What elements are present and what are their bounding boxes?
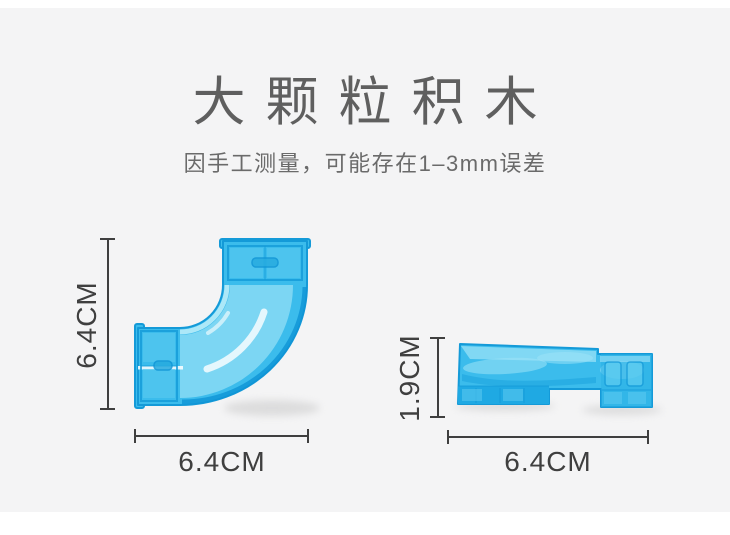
line (436, 337, 439, 418)
page-subtitle: 因手工测量，可能存在1–3mm误差 (183, 151, 547, 176)
flat-width-dimension-line (447, 430, 649, 444)
elbow-height-label: 6.4CM (71, 281, 102, 369)
elbow-height-dimension-line (100, 238, 115, 410)
flat-height-dimension-line (430, 337, 445, 418)
flat-height-label: 1.9CM (394, 334, 425, 422)
elbow-block-image (134, 238, 320, 416)
tick (430, 416, 445, 418)
elbow-width-dimension-line (134, 429, 309, 443)
line (134, 435, 309, 437)
page-title: 大颗粒积木 (192, 73, 558, 132)
tick (307, 429, 309, 443)
flat-block-image (455, 343, 662, 415)
flat-width-label: 6.4CM (504, 446, 592, 477)
line (106, 238, 109, 410)
tick (647, 430, 649, 444)
tick (100, 408, 115, 410)
content-panel (0, 8, 730, 512)
elbow-width-label: 6.4CM (178, 446, 266, 477)
line (447, 436, 649, 438)
